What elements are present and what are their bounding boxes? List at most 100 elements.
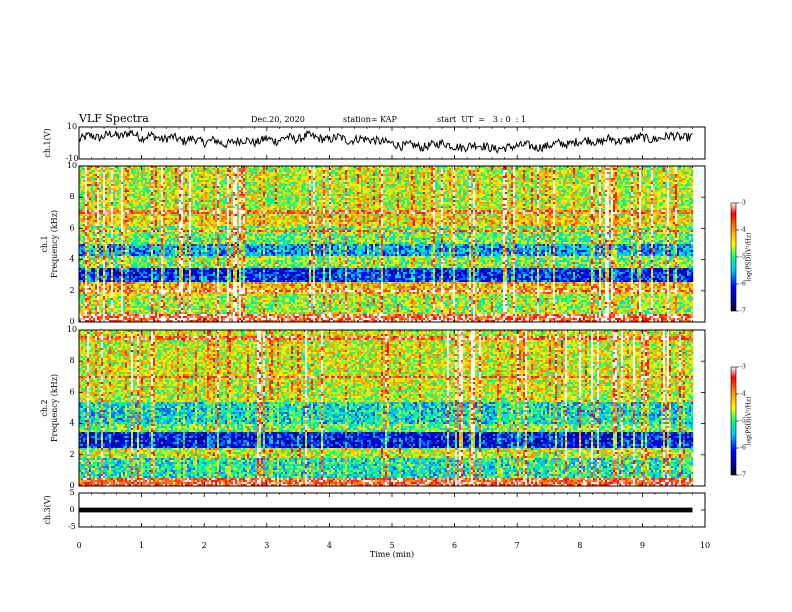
spectrogram-cell	[171, 168, 173, 170]
spectrogram-cell	[397, 168, 399, 170]
spectrogram-cell	[311, 168, 313, 170]
spectrogram-cell	[371, 168, 373, 170]
spectrogram-cell	[109, 170, 111, 172]
spectrogram-cell	[221, 168, 223, 170]
spectrogram-cell	[401, 168, 403, 170]
spectrogram-cell	[531, 170, 533, 172]
spectrogram-cell	[355, 168, 357, 170]
spectrogram-cell	[393, 170, 395, 172]
spectrogram-cell	[339, 170, 341, 172]
spectrogram-cell	[529, 170, 531, 172]
spectrogram-cell	[439, 170, 441, 172]
spectrogram-cell	[621, 168, 623, 170]
spectrogram-cell	[225, 168, 227, 170]
spectrogram-cell	[213, 168, 215, 170]
spectrogram-cell	[459, 168, 461, 170]
spectrogram-cell	[625, 168, 627, 170]
spectrogram-cell	[259, 170, 261, 172]
spectrogram-cell	[99, 168, 101, 170]
spectrogram-cell	[139, 168, 141, 170]
spectrogram-cell	[585, 168, 587, 170]
spectrogram-cell	[419, 168, 421, 170]
spectrogram-cell	[527, 170, 529, 172]
spectrogram-cell	[321, 170, 323, 172]
spectrogram-cell	[251, 170, 253, 172]
spectrogram-cell	[429, 170, 431, 172]
spectrogram-cell	[197, 168, 199, 170]
spectrogram-cell	[215, 170, 217, 172]
spectrogram-cell	[261, 170, 263, 172]
spectrogram-cell	[303, 170, 305, 172]
spectrogram-cell	[235, 170, 237, 172]
spectrogram-cell	[297, 168, 299, 170]
spectrogram-cell	[271, 170, 273, 172]
spectrogram-cell	[577, 168, 579, 170]
spectrogram-cell	[395, 168, 397, 170]
spectrogram-cell	[485, 168, 487, 170]
spectrogram-cell	[477, 170, 479, 172]
spectrogram-cell	[95, 170, 97, 172]
spectrogram-cell	[419, 170, 421, 172]
spectrogram-cell	[313, 170, 315, 172]
spectrogram-cell	[359, 168, 361, 170]
spectrogram-cell	[547, 168, 549, 170]
spectrogram-cell	[315, 168, 317, 170]
spectrogram-cell	[323, 168, 325, 170]
y-tick-label: 10	[67, 122, 77, 131]
spectrogram-cell	[441, 168, 443, 170]
spectrogram-cell	[223, 168, 225, 170]
spectrogram-cell	[363, 170, 365, 172]
spectrogram-cell	[533, 168, 535, 170]
spectrogram-cell	[177, 168, 179, 170]
spectrogram-cell	[491, 170, 493, 172]
spectrogram-cell	[551, 170, 553, 172]
spectrogram-cell	[235, 168, 237, 170]
spectrogram-cell	[281, 170, 283, 172]
spectrogram-cell	[657, 168, 659, 170]
ch1-waveform-frame	[79, 127, 705, 159]
spectrogram-cell	[643, 168, 645, 170]
spectrogram-cell	[357, 170, 359, 172]
spectrogram-cell	[315, 170, 317, 172]
spectrogram-cell	[409, 168, 411, 170]
spectrogram-cell	[447, 170, 449, 172]
spectrogram-cell	[573, 168, 575, 170]
spectrogram-cell	[653, 168, 655, 170]
spectrogram-cell	[417, 168, 419, 170]
spectrogram-cell	[349, 168, 351, 170]
spectrogram-cell	[645, 168, 647, 170]
spectrogram-cell	[567, 168, 569, 170]
spectrogram-cell	[109, 168, 111, 170]
spectrogram-cell	[445, 168, 447, 170]
spectrogram-cell	[561, 170, 563, 172]
spectrogram-cell	[535, 170, 537, 172]
spectrogram-cell	[115, 170, 117, 172]
spectrogram-cell	[283, 170, 285, 172]
spectrogram-cell	[459, 170, 461, 172]
spectrogram-cell	[349, 170, 351, 172]
spectrogram-cell	[285, 168, 287, 170]
spectrogram-cell	[253, 168, 255, 170]
spectrogram-cell	[189, 168, 191, 170]
spectrogram-cell	[387, 168, 389, 170]
spectrogram-cell	[461, 168, 463, 170]
spectrogram-cell	[503, 168, 505, 170]
spectrogram-cell	[385, 170, 387, 172]
spectrogram-cell	[567, 170, 569, 172]
spectrogram-cell	[305, 170, 307, 172]
spectrogram-cell	[403, 168, 405, 170]
spectrogram-cell	[413, 170, 415, 172]
spectrogram-cell	[553, 170, 555, 172]
spectrogram-cell	[275, 168, 277, 170]
spectrogram-cell	[361, 168, 363, 170]
spectrogram-cell	[441, 170, 443, 172]
spectrogram-cell	[201, 168, 203, 170]
spectrogram-cell	[535, 168, 537, 170]
spectrogram-cell	[245, 168, 247, 170]
spectrogram-cell	[199, 168, 201, 170]
spectrogram-cell	[551, 168, 553, 170]
spectrogram-cell	[255, 168, 257, 170]
spectrogram-cell	[405, 168, 407, 170]
spectrogram-cell	[267, 170, 269, 172]
spectrogram-cell	[287, 168, 289, 170]
